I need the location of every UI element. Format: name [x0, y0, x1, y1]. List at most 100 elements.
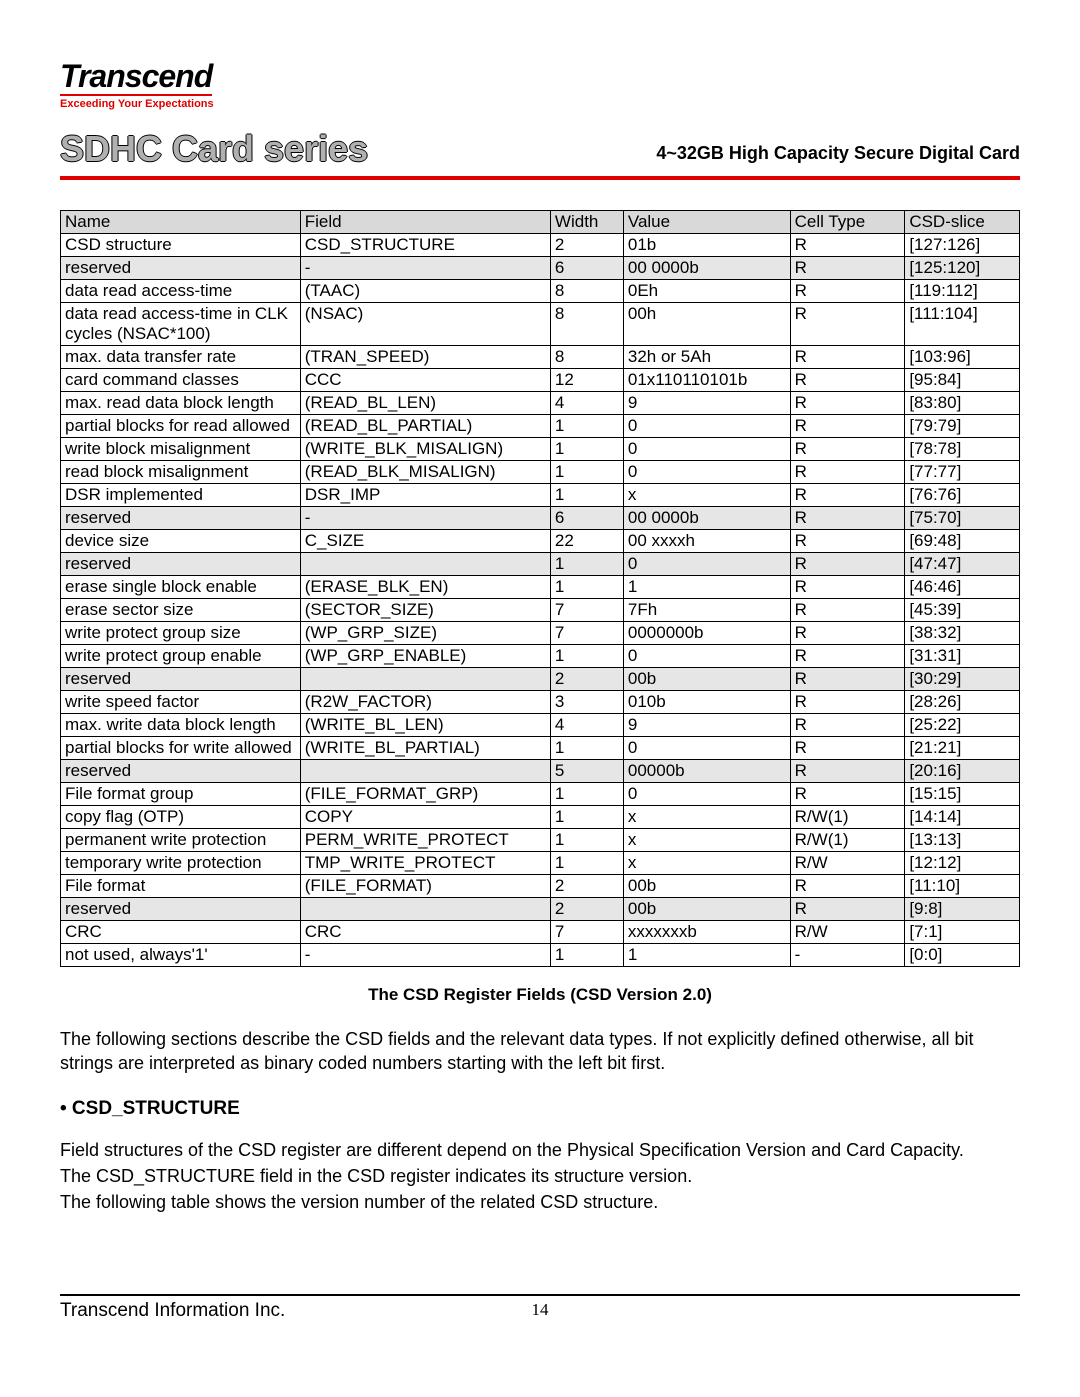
header-rule	[60, 176, 1020, 180]
table-cell: 1	[550, 783, 623, 806]
table-cell: copy flag (OTP)	[61, 806, 301, 829]
table-cell: (WRITE_BL_PARTIAL)	[300, 737, 550, 760]
table-cell: 00b	[623, 875, 790, 898]
table-cell	[300, 760, 550, 783]
table-cell: [95:84]	[905, 369, 1020, 392]
table-cell: -	[790, 944, 905, 967]
table-cell: [47:47]	[905, 553, 1020, 576]
table-cell: 1	[550, 576, 623, 599]
table-cell: 3	[550, 691, 623, 714]
table-cell: (WP_GRP_ENABLE)	[300, 645, 550, 668]
footer-company: Transcend Information Inc.	[60, 1300, 510, 1322]
table-cell: R	[790, 461, 905, 484]
table-cell: max. read data block length	[61, 392, 301, 415]
table-row: reserved10R[47:47]	[61, 553, 1020, 576]
table-cell: [79:79]	[905, 415, 1020, 438]
table-cell: (TAAC)	[300, 280, 550, 303]
table-cell: 0	[623, 438, 790, 461]
table-cell: 9	[623, 714, 790, 737]
table-cell: 0	[623, 415, 790, 438]
footer-page-number: 14	[510, 1300, 570, 1322]
table-cell: reserved	[61, 257, 301, 280]
table-cell: [111:104]	[905, 303, 1020, 346]
table-cell: R	[790, 737, 905, 760]
table-cell: 0	[623, 553, 790, 576]
table-cell: -	[300, 507, 550, 530]
section-body-line: Field structures of the CSD register are…	[60, 1138, 1020, 1162]
table-cell: R/W	[790, 852, 905, 875]
table-cell: [45:39]	[905, 599, 1020, 622]
table-cell: x	[623, 852, 790, 875]
table-row: max. data transfer rate(TRAN_SPEED)832h …	[61, 346, 1020, 369]
table-cell: 22	[550, 530, 623, 553]
table-cell: [46:46]	[905, 576, 1020, 599]
table-cell: 00000b	[623, 760, 790, 783]
table-cell: [9:8]	[905, 898, 1020, 921]
table-caption: The CSD Register Fields (CSD Version 2.0…	[60, 985, 1020, 1005]
table-cell: 7	[550, 622, 623, 645]
table-cell: 12	[550, 369, 623, 392]
table-header: Cell Type	[790, 211, 905, 234]
section-header: • CSD_STRUCTURE	[60, 1098, 1020, 1120]
table-cell: 1	[550, 645, 623, 668]
table-cell: 2	[550, 875, 623, 898]
header-row: SDHC Card series 4~32GB High Capacity Se…	[60, 128, 1020, 170]
table-cell	[300, 668, 550, 691]
table-cell: 0Eh	[623, 280, 790, 303]
table-cell: max. data transfer rate	[61, 346, 301, 369]
table-cell: 2	[550, 668, 623, 691]
table-cell: [77:77]	[905, 461, 1020, 484]
table-cell: 00b	[623, 668, 790, 691]
table-cell: (NSAC)	[300, 303, 550, 346]
table-cell: (TRAN_SPEED)	[300, 346, 550, 369]
table-cell: [125:120]	[905, 257, 1020, 280]
table-cell: 01b	[623, 234, 790, 257]
table-cell: [69:48]	[905, 530, 1020, 553]
table-cell: 00 0000b	[623, 507, 790, 530]
table-cell: write protect group enable	[61, 645, 301, 668]
table-cell: (READ_BLK_MISALIGN)	[300, 461, 550, 484]
brand-tagline: Exceeding Your Expectations	[60, 98, 1020, 110]
table-row: CSD structureCSD_STRUCTURE201bR[127:126]	[61, 234, 1020, 257]
table-cell: [78:78]	[905, 438, 1020, 461]
table-cell: write protect group size	[61, 622, 301, 645]
table-cell: R	[790, 714, 905, 737]
table-row: partial blocks for read allowed(READ_BL_…	[61, 415, 1020, 438]
table-cell: 7Fh	[623, 599, 790, 622]
table-cell: temporary write protection	[61, 852, 301, 875]
table-cell: R	[790, 783, 905, 806]
table-cell: File format group	[61, 783, 301, 806]
table-row: reserved200bR[30:29]	[61, 668, 1020, 691]
table-cell: [11:10]	[905, 875, 1020, 898]
table-cell: R	[790, 280, 905, 303]
table-header: Field	[300, 211, 550, 234]
table-cell: R	[790, 507, 905, 530]
table-cell: R/W(1)	[790, 829, 905, 852]
table-cell: write block misalignment	[61, 438, 301, 461]
table-cell: read block misalignment	[61, 461, 301, 484]
table-cell: CRC	[300, 921, 550, 944]
table-cell: R	[790, 668, 905, 691]
table-cell: 1	[550, 484, 623, 507]
table-row: data read access-time(TAAC)80EhR[119:112…	[61, 280, 1020, 303]
table-cell: COPY	[300, 806, 550, 829]
table-cell: 0	[623, 783, 790, 806]
table-header: Name	[61, 211, 301, 234]
table-cell: max. write data block length	[61, 714, 301, 737]
csd-table: NameFieldWidthValueCell TypeCSD-slice CS…	[60, 210, 1020, 967]
brand-block: Transcend Exceeding Your Expectations	[60, 60, 1020, 110]
table-row: reserved200bR[9:8]	[61, 898, 1020, 921]
footer-rule	[60, 1294, 1020, 1296]
table-cell: R	[790, 234, 905, 257]
table-cell: R	[790, 369, 905, 392]
table-cell: DSR_IMP	[300, 484, 550, 507]
table-cell: R	[790, 760, 905, 783]
table-cell: R	[790, 257, 905, 280]
table-cell: [28:26]	[905, 691, 1020, 714]
table-row: copy flag (OTP)COPY1xR/W(1)[14:14]	[61, 806, 1020, 829]
table-cell: [103:96]	[905, 346, 1020, 369]
intro-paragraph: The following sections describe the CSD …	[60, 1027, 1020, 1076]
section-body-line: The CSD_STRUCTURE field in the CSD regis…	[60, 1164, 1020, 1188]
table-cell: [12:12]	[905, 852, 1020, 875]
table-cell: R	[790, 576, 905, 599]
